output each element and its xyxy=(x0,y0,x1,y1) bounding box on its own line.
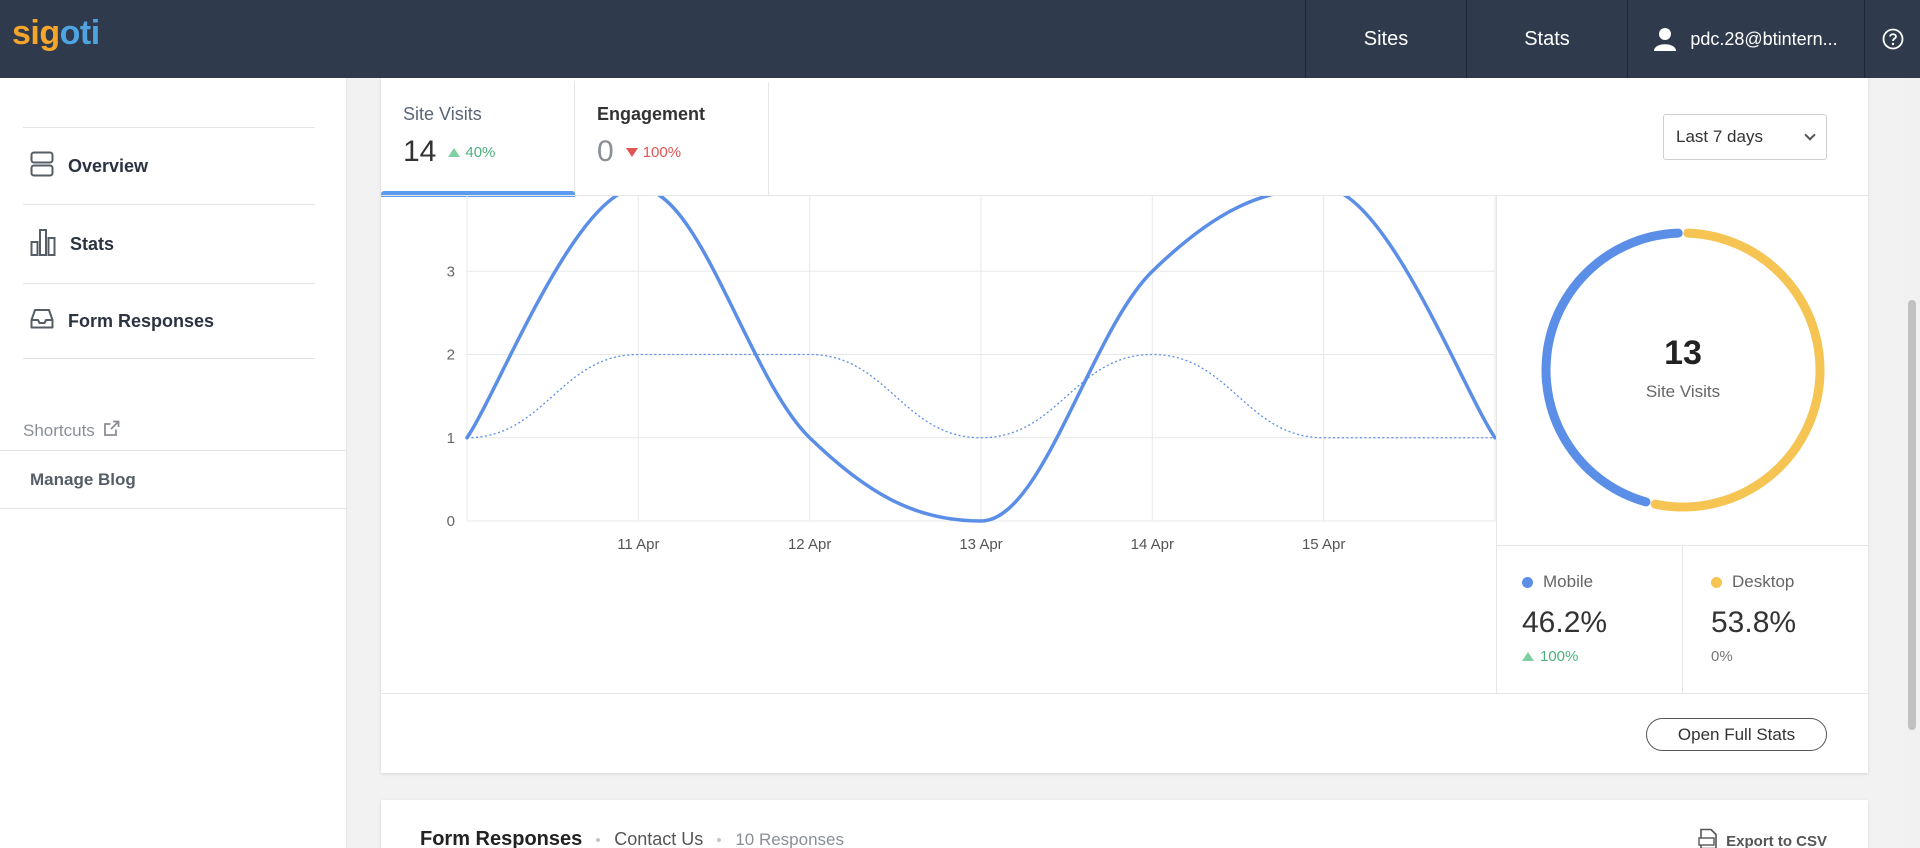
change-indicator: 40% xyxy=(448,144,495,161)
open-full-stats-label: Open Full Stats xyxy=(1677,724,1796,744)
donut-total-label: Site Visits xyxy=(1645,382,1721,401)
legend-name: Desktop xyxy=(1732,572,1795,591)
change-value: 100% xyxy=(642,143,682,161)
arrow-up-icon xyxy=(1522,652,1534,661)
help-button[interactable] xyxy=(1864,0,1920,78)
legend-change: 100% xyxy=(1522,648,1682,665)
legend-dot xyxy=(1711,576,1722,588)
stats-card-footer: Open Full Stats xyxy=(381,693,1868,773)
logo[interactable]: sigoti xyxy=(12,14,100,53)
device-breakdown: 13 Site Visits Mobile 46.2% 100% Desktop… xyxy=(1496,196,1869,693)
donut-chart: 13 Site Visits xyxy=(1497,196,1869,546)
date-range-value: Last 7 days xyxy=(1676,127,1763,146)
user-email: pdc.28@btintern... xyxy=(1690,28,1838,49)
open-full-stats-button[interactable]: Open Full Stats xyxy=(1646,718,1827,751)
sidebar-item-label: Form Responses xyxy=(68,310,215,331)
nav-sites-label: Sites xyxy=(1363,27,1409,50)
x-tick-label: 14 Apr xyxy=(1131,536,1174,553)
series-line-engagement-dotted xyxy=(466,353,1495,439)
y-tick-label: 3 xyxy=(447,263,455,280)
change-indicator: 100% xyxy=(625,143,682,161)
form-responses-title: Form Responses xyxy=(420,828,583,848)
manage-blog-label: Manage Blog xyxy=(30,469,136,489)
divider xyxy=(381,195,1868,196)
y-tick-label: 2 xyxy=(447,347,455,364)
legend-percent: 46.2% xyxy=(1522,606,1608,639)
bar-chart-icon xyxy=(30,228,56,261)
date-range-select[interactable]: Last 7 days xyxy=(1663,114,1827,160)
separator-dot xyxy=(717,837,722,842)
sidebar-item-overview[interactable]: Overview xyxy=(23,128,315,205)
nav-stats[interactable]: Stats xyxy=(1466,0,1627,78)
x-tick-label: 11 Apr xyxy=(617,536,659,553)
form-responses-card: Form Responses Contact Us 10 Responses E… xyxy=(381,800,1868,848)
sidebar-item-stats[interactable]: Stats xyxy=(23,205,315,284)
external-link-icon xyxy=(103,420,120,442)
top-nav: Sites Stats pdc.28@btintern... xyxy=(1305,0,1920,78)
nav-stats-label: Stats xyxy=(1524,27,1570,50)
user-icon xyxy=(1654,27,1677,51)
tab-site-visits[interactable]: Site Visits 14 40% xyxy=(381,82,575,197)
nav-sites[interactable]: Sites xyxy=(1305,0,1466,78)
legend-desktop: Desktop 53.8% 0% xyxy=(1683,546,1869,693)
x-tick-label: 13 Apr xyxy=(959,536,1002,553)
logo-part-1: sig xyxy=(12,14,60,52)
arrow-down-icon xyxy=(625,147,638,157)
legend-change-value: 100% xyxy=(1540,648,1579,665)
manage-blog-link[interactable]: Manage Blog xyxy=(0,450,347,509)
legend-percent: 53.8% xyxy=(1711,606,1797,639)
x-tick-label: 12 Apr xyxy=(788,536,831,553)
legend-change-value: 0% xyxy=(1711,648,1733,665)
legend-mobile: Mobile 46.2% 100% xyxy=(1497,546,1683,693)
scrollbar-thumb[interactable] xyxy=(1908,300,1916,730)
logo-part-2: oti xyxy=(59,14,101,52)
separator-dot xyxy=(596,837,601,842)
y-tick-label: 0 xyxy=(447,513,455,530)
x-tick-label: 15 Apr xyxy=(1302,536,1345,553)
donut-chart-svg xyxy=(1541,228,1825,512)
chevron-down-icon xyxy=(1804,129,1816,141)
export-csv-button[interactable]: Export to CSV xyxy=(1698,828,1827,848)
y-tick-label: 1 xyxy=(447,430,455,447)
donut-slice-desktop xyxy=(1650,228,1825,512)
legend-dot xyxy=(1522,576,1533,588)
csv-file-icon xyxy=(1698,828,1718,848)
page-scrollbar[interactable] xyxy=(1904,78,1920,848)
arrow-up-icon xyxy=(448,147,461,157)
user-menu[interactable]: pdc.28@btintern... xyxy=(1627,0,1864,78)
line-chart-svg: 0 1 2 3 4 11 Apr 12 Apr 13 Apr 14 Apr 15 Apr xyxy=(447,180,1497,553)
inbox-icon xyxy=(30,308,54,335)
y-tick-label: 4 xyxy=(447,196,455,197)
tab-label: Engagement xyxy=(597,104,706,124)
tab-label: Site Visits xyxy=(403,104,482,124)
shortcuts-link[interactable]: Shortcuts xyxy=(23,420,120,442)
top-bar: sigoti Sites Stats pdc.28@btintern... xyxy=(0,0,1920,78)
legend-change: 0% xyxy=(1711,648,1869,665)
tab-engagement[interactable]: Engagement 0 100% xyxy=(575,82,769,195)
change-value: 40% xyxy=(465,143,496,161)
line-chart: 0 1 2 3 4 11 Apr 12 Apr 13 Apr 14 Apr 15 Apr xyxy=(381,180,1497,693)
active-tab-indicator xyxy=(381,191,575,197)
sidebar-item-label: Stats xyxy=(70,233,115,254)
sidebar: Overview Stats Form Responses Shortcuts … xyxy=(0,78,347,848)
export-csv-label: Export to CSV xyxy=(1726,832,1827,848)
overview-icon xyxy=(30,151,54,182)
tab-value: 0 xyxy=(597,135,614,168)
shortcuts-label: Shortcuts xyxy=(23,421,95,440)
stats-tabs: Site Visits 14 40% Engagement 0 100% xyxy=(381,82,769,197)
response-count: 10 Responses xyxy=(735,830,844,848)
form-name[interactable]: Contact Us xyxy=(614,829,704,848)
donut-total-value: 13 xyxy=(1664,334,1702,372)
sidebar-menu: Overview Stats Form Responses xyxy=(23,127,315,359)
tab-value: 14 xyxy=(403,135,437,168)
sidebar-item-form-responses[interactable]: Form Responses xyxy=(23,284,315,359)
sidebar-item-label: Overview xyxy=(68,155,149,176)
stats-card: Site Visits 14 40% Engagement 0 100% Las… xyxy=(381,78,1869,773)
donut-slice-mobile xyxy=(1541,228,1683,507)
help-icon xyxy=(1882,28,1904,50)
legend-name: Mobile xyxy=(1543,572,1594,591)
